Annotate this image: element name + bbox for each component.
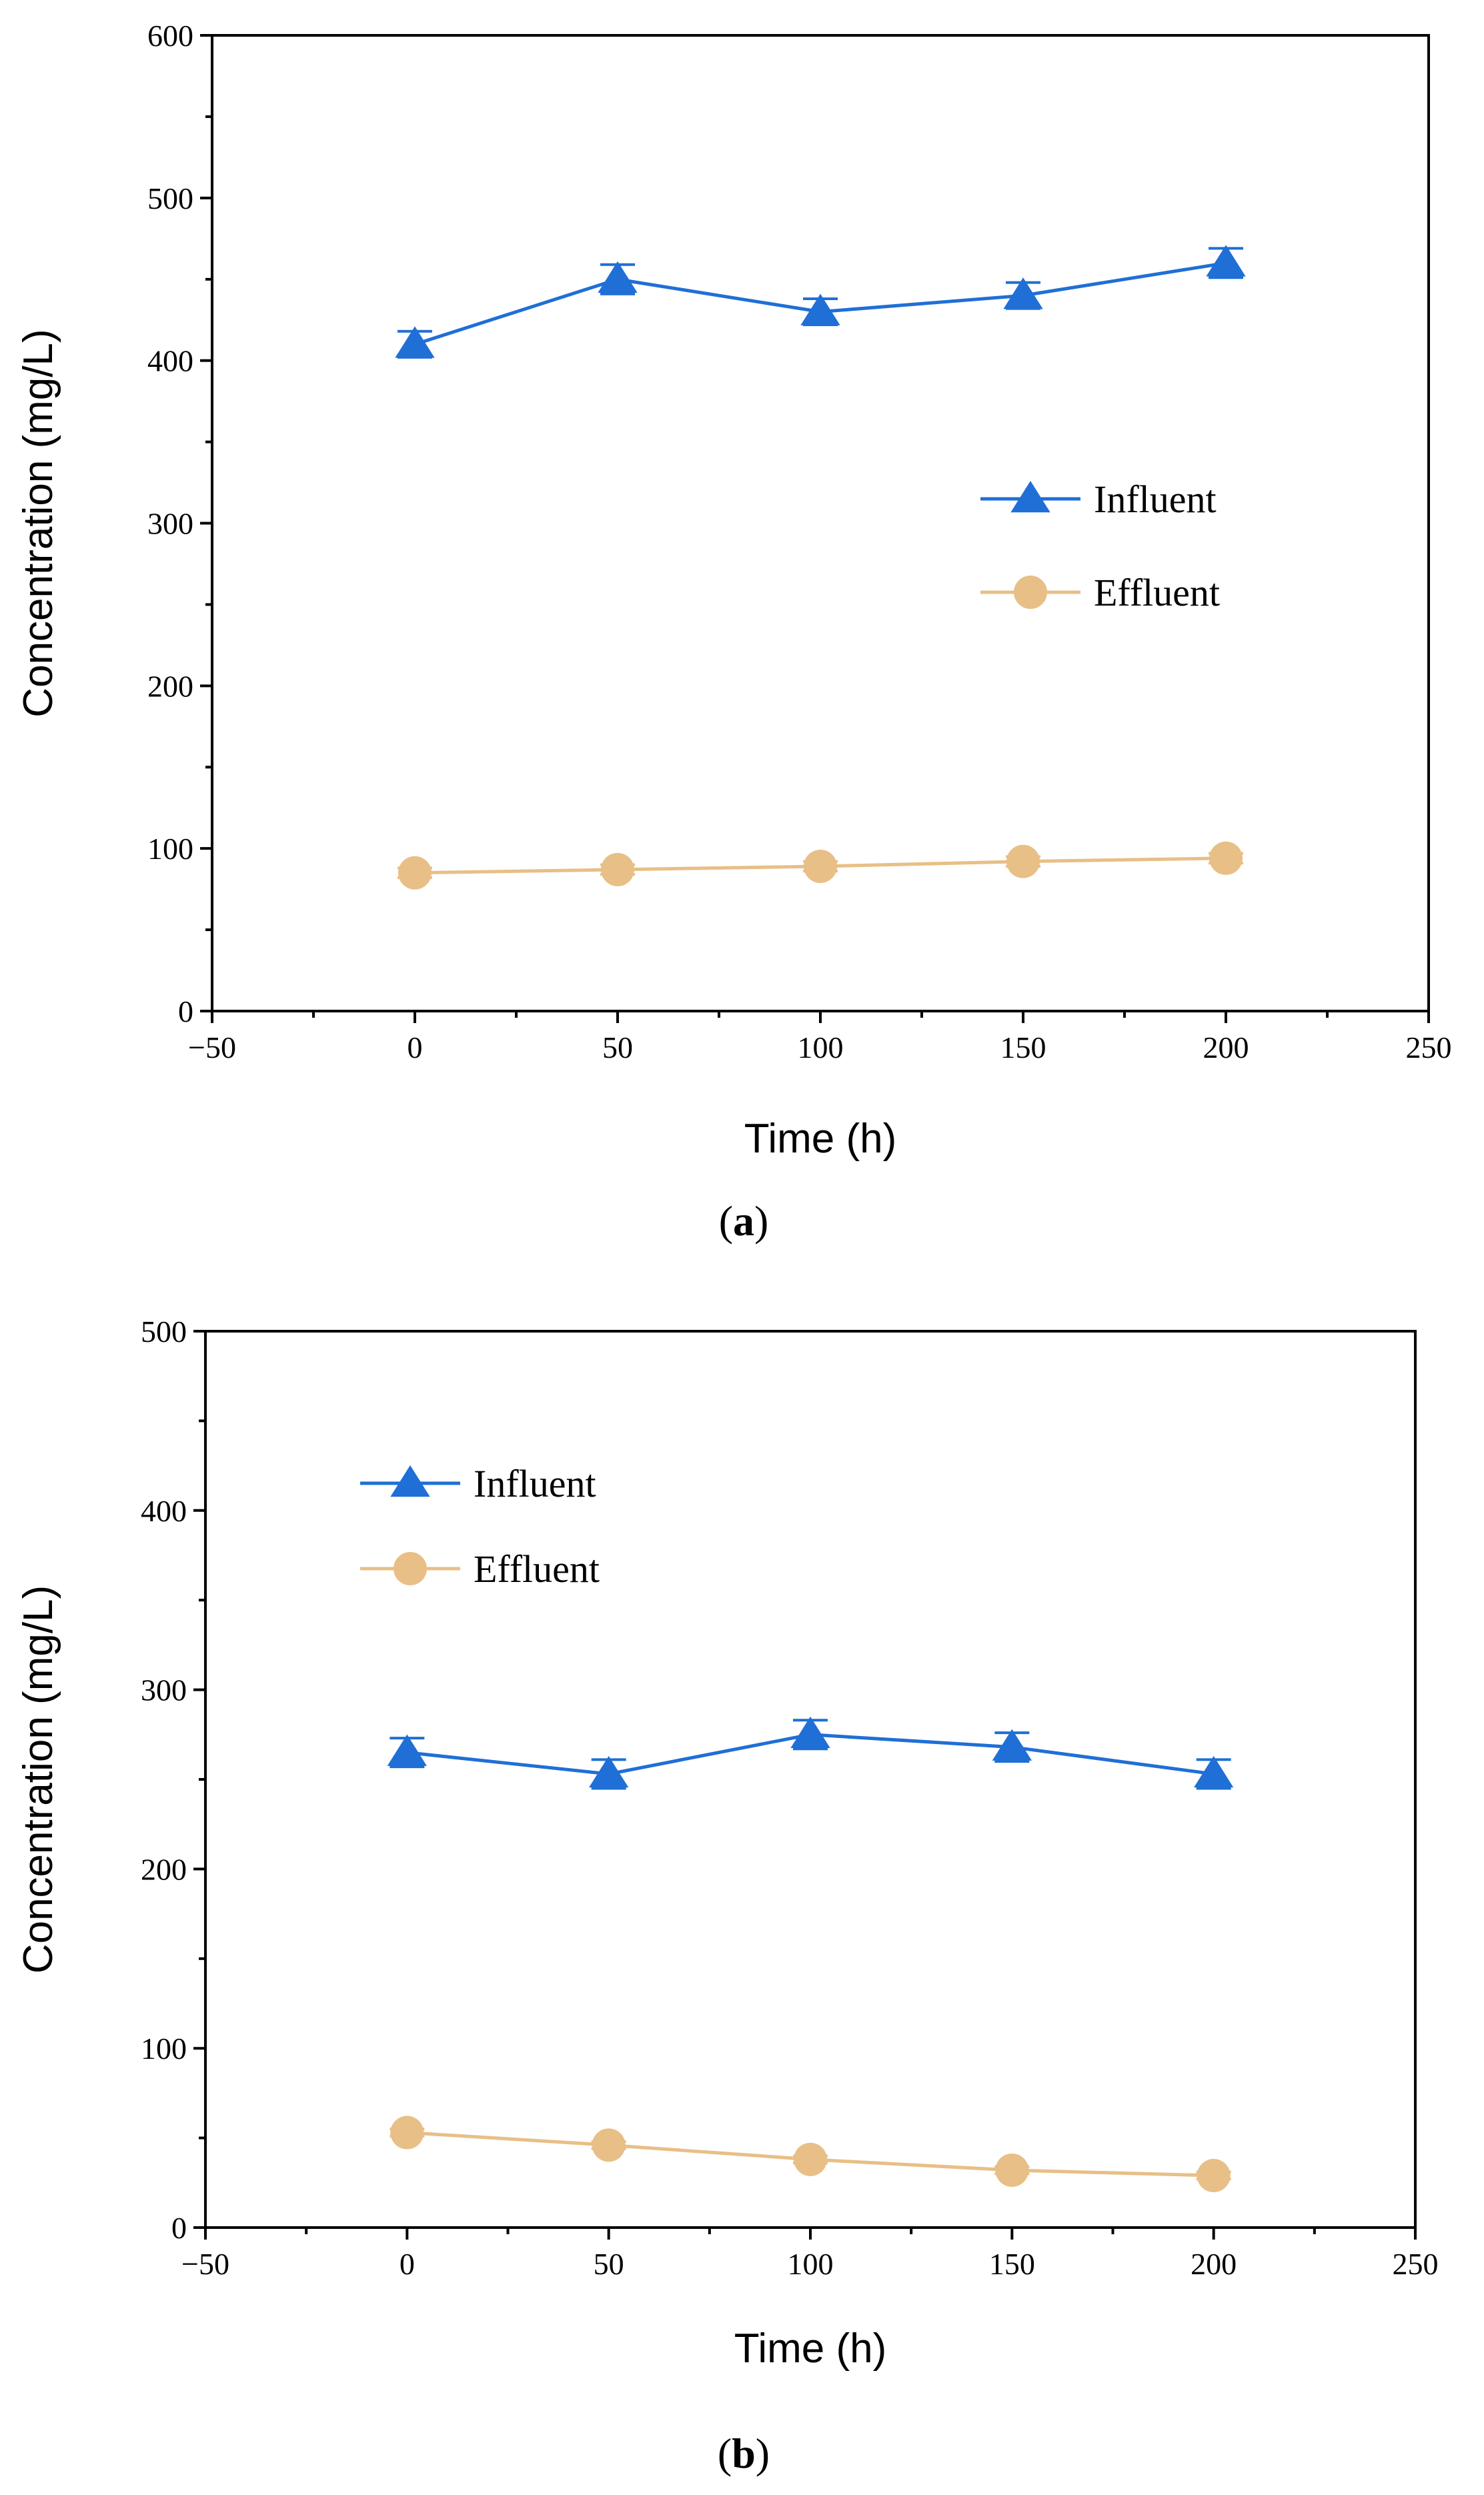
- data-point-triangle: [992, 1729, 1032, 1761]
- x-axis-title: Time (h): [744, 1116, 896, 1162]
- x-tick-label: −50: [181, 2247, 229, 2281]
- legend-label: Influent: [474, 1462, 596, 1505]
- data-point-triangle: [588, 1755, 629, 1788]
- series-influent: [387, 1716, 1234, 1790]
- data-point-circle: [1209, 841, 1243, 875]
- x-tick-label: 100: [788, 2247, 834, 2281]
- y-tick-label: 400: [147, 344, 193, 378]
- legend-marker-circle: [1014, 576, 1047, 609]
- x-tick-label: 150: [989, 2247, 1035, 2281]
- y-tick-label: 600: [147, 19, 193, 53]
- y-tick-label: 300: [141, 1673, 187, 1707]
- data-point-circle: [1197, 2159, 1231, 2193]
- x-tick-label: −50: [188, 1030, 236, 1064]
- x-tick-label: 250: [1393, 2247, 1439, 2281]
- data-point-triangle: [395, 326, 435, 358]
- data-point-circle: [601, 852, 634, 886]
- data-point-triangle: [790, 1716, 830, 1749]
- y-tick-label: 300: [147, 507, 193, 541]
- legend-label: Effluent: [1094, 571, 1220, 614]
- x-axis-title: Time (h): [734, 2326, 886, 2372]
- data-point-triangle: [387, 1734, 428, 1766]
- y-tick-label: 100: [141, 2031, 187, 2065]
- data-point-circle: [794, 2142, 827, 2176]
- legend: Influent Effluent: [360, 1462, 600, 1591]
- series-effluent: [398, 841, 1243, 890]
- y-tick-label: 500: [141, 1315, 187, 1349]
- y-tick-label: 200: [147, 669, 193, 703]
- legend-label: Influent: [1094, 478, 1217, 521]
- data-point-triangle: [1003, 277, 1043, 309]
- panel-label-a: (a): [719, 1197, 769, 1244]
- data-point-circle: [398, 856, 432, 890]
- x-tick-label: 0: [408, 1030, 423, 1064]
- data-point-circle: [995, 2153, 1029, 2187]
- y-axis-title: Concentration (mg/L): [15, 329, 61, 717]
- y-tick-label: 200: [141, 1852, 187, 1886]
- x-tick-label: 0: [400, 2247, 415, 2281]
- data-point-circle: [390, 2116, 424, 2150]
- legend-marker-triangle: [1010, 481, 1050, 513]
- x-tick-label: 100: [798, 1030, 844, 1064]
- series-influent: [395, 245, 1246, 359]
- y-tick-label: 0: [178, 994, 193, 1028]
- x-tick-label: 50: [602, 1030, 633, 1064]
- legend-marker-triangle: [390, 1465, 430, 1497]
- data-point-triangle: [1193, 1755, 1234, 1788]
- legend: Influent Effluent: [980, 478, 1220, 614]
- legend-label: Effluent: [474, 1547, 600, 1591]
- y-axis-title: Concentration (mg/L): [15, 1585, 61, 1973]
- x-tick-label: 200: [1203, 1030, 1249, 1064]
- legend-marker-circle: [394, 1552, 427, 1585]
- y-tick-label: 500: [147, 181, 193, 215]
- data-point-circle: [592, 2128, 626, 2162]
- x-tick-label: 200: [1191, 2247, 1237, 2281]
- data-point-triangle: [800, 293, 840, 325]
- panel-label-b: (b): [718, 2430, 770, 2477]
- x-tick-label: 50: [594, 2247, 624, 2281]
- data-point-triangle: [598, 261, 638, 293]
- y-tick-label: 100: [147, 832, 193, 866]
- series-effluent: [390, 2116, 1231, 2193]
- x-tick-label: 150: [1000, 1030, 1046, 1064]
- plot-frame: [204, 1330, 1417, 2229]
- y-tick-label: 400: [141, 1494, 187, 1528]
- data-point-circle: [1006, 844, 1040, 878]
- x-tick-label: 250: [1406, 1030, 1452, 1064]
- data-point-triangle: [1206, 245, 1246, 277]
- data-point-circle: [804, 849, 837, 883]
- y-tick-label: 0: [171, 2211, 187, 2245]
